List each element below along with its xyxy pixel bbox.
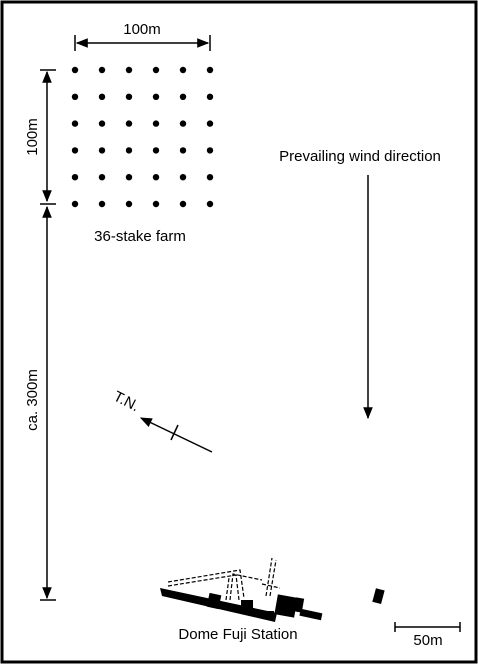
- stake: [125, 120, 133, 127]
- stake: [71, 200, 79, 208]
- label: 50m: [413, 632, 442, 649]
- stake: [206, 93, 214, 101]
- stake: [71, 93, 79, 101]
- stake: [71, 120, 79, 127]
- stake: [206, 200, 214, 208]
- stake: [152, 66, 160, 74]
- stake: [152, 200, 160, 208]
- tick: [170, 424, 179, 441]
- stake: [179, 120, 187, 127]
- label: Prevailing wind direction: [279, 148, 441, 165]
- stake: [179, 93, 187, 101]
- stake: [125, 93, 133, 101]
- stake: [98, 174, 106, 181]
- stake: [152, 93, 160, 101]
- stake: [179, 200, 187, 208]
- stake: [71, 147, 79, 154]
- stake: [206, 174, 214, 181]
- stake: [125, 147, 133, 154]
- stake: [125, 174, 133, 181]
- stake: [98, 120, 106, 127]
- stake: [71, 66, 79, 74]
- stake: [152, 147, 160, 154]
- stake: [206, 147, 214, 154]
- station: [160, 557, 385, 622]
- stake: [98, 200, 106, 208]
- stake: [98, 93, 106, 101]
- stake: [206, 120, 214, 127]
- stake: [98, 147, 106, 154]
- label: Dome Fuji Station: [178, 626, 297, 643]
- stake: [206, 66, 214, 74]
- label: 100m: [123, 21, 161, 38]
- label: ca. 300m: [24, 369, 41, 431]
- stake: [71, 174, 79, 181]
- stake: [125, 66, 133, 74]
- north-arrow: [139, 417, 213, 453]
- label: 100m: [24, 118, 41, 156]
- stake: [152, 120, 160, 127]
- stake: [179, 66, 187, 74]
- stake: [125, 200, 133, 208]
- stake: [179, 147, 187, 154]
- stake: [152, 174, 160, 181]
- stake-grid: [71, 66, 214, 208]
- label: 36-stake farm: [94, 228, 186, 245]
- stake: [179, 174, 187, 181]
- stake: [98, 66, 106, 74]
